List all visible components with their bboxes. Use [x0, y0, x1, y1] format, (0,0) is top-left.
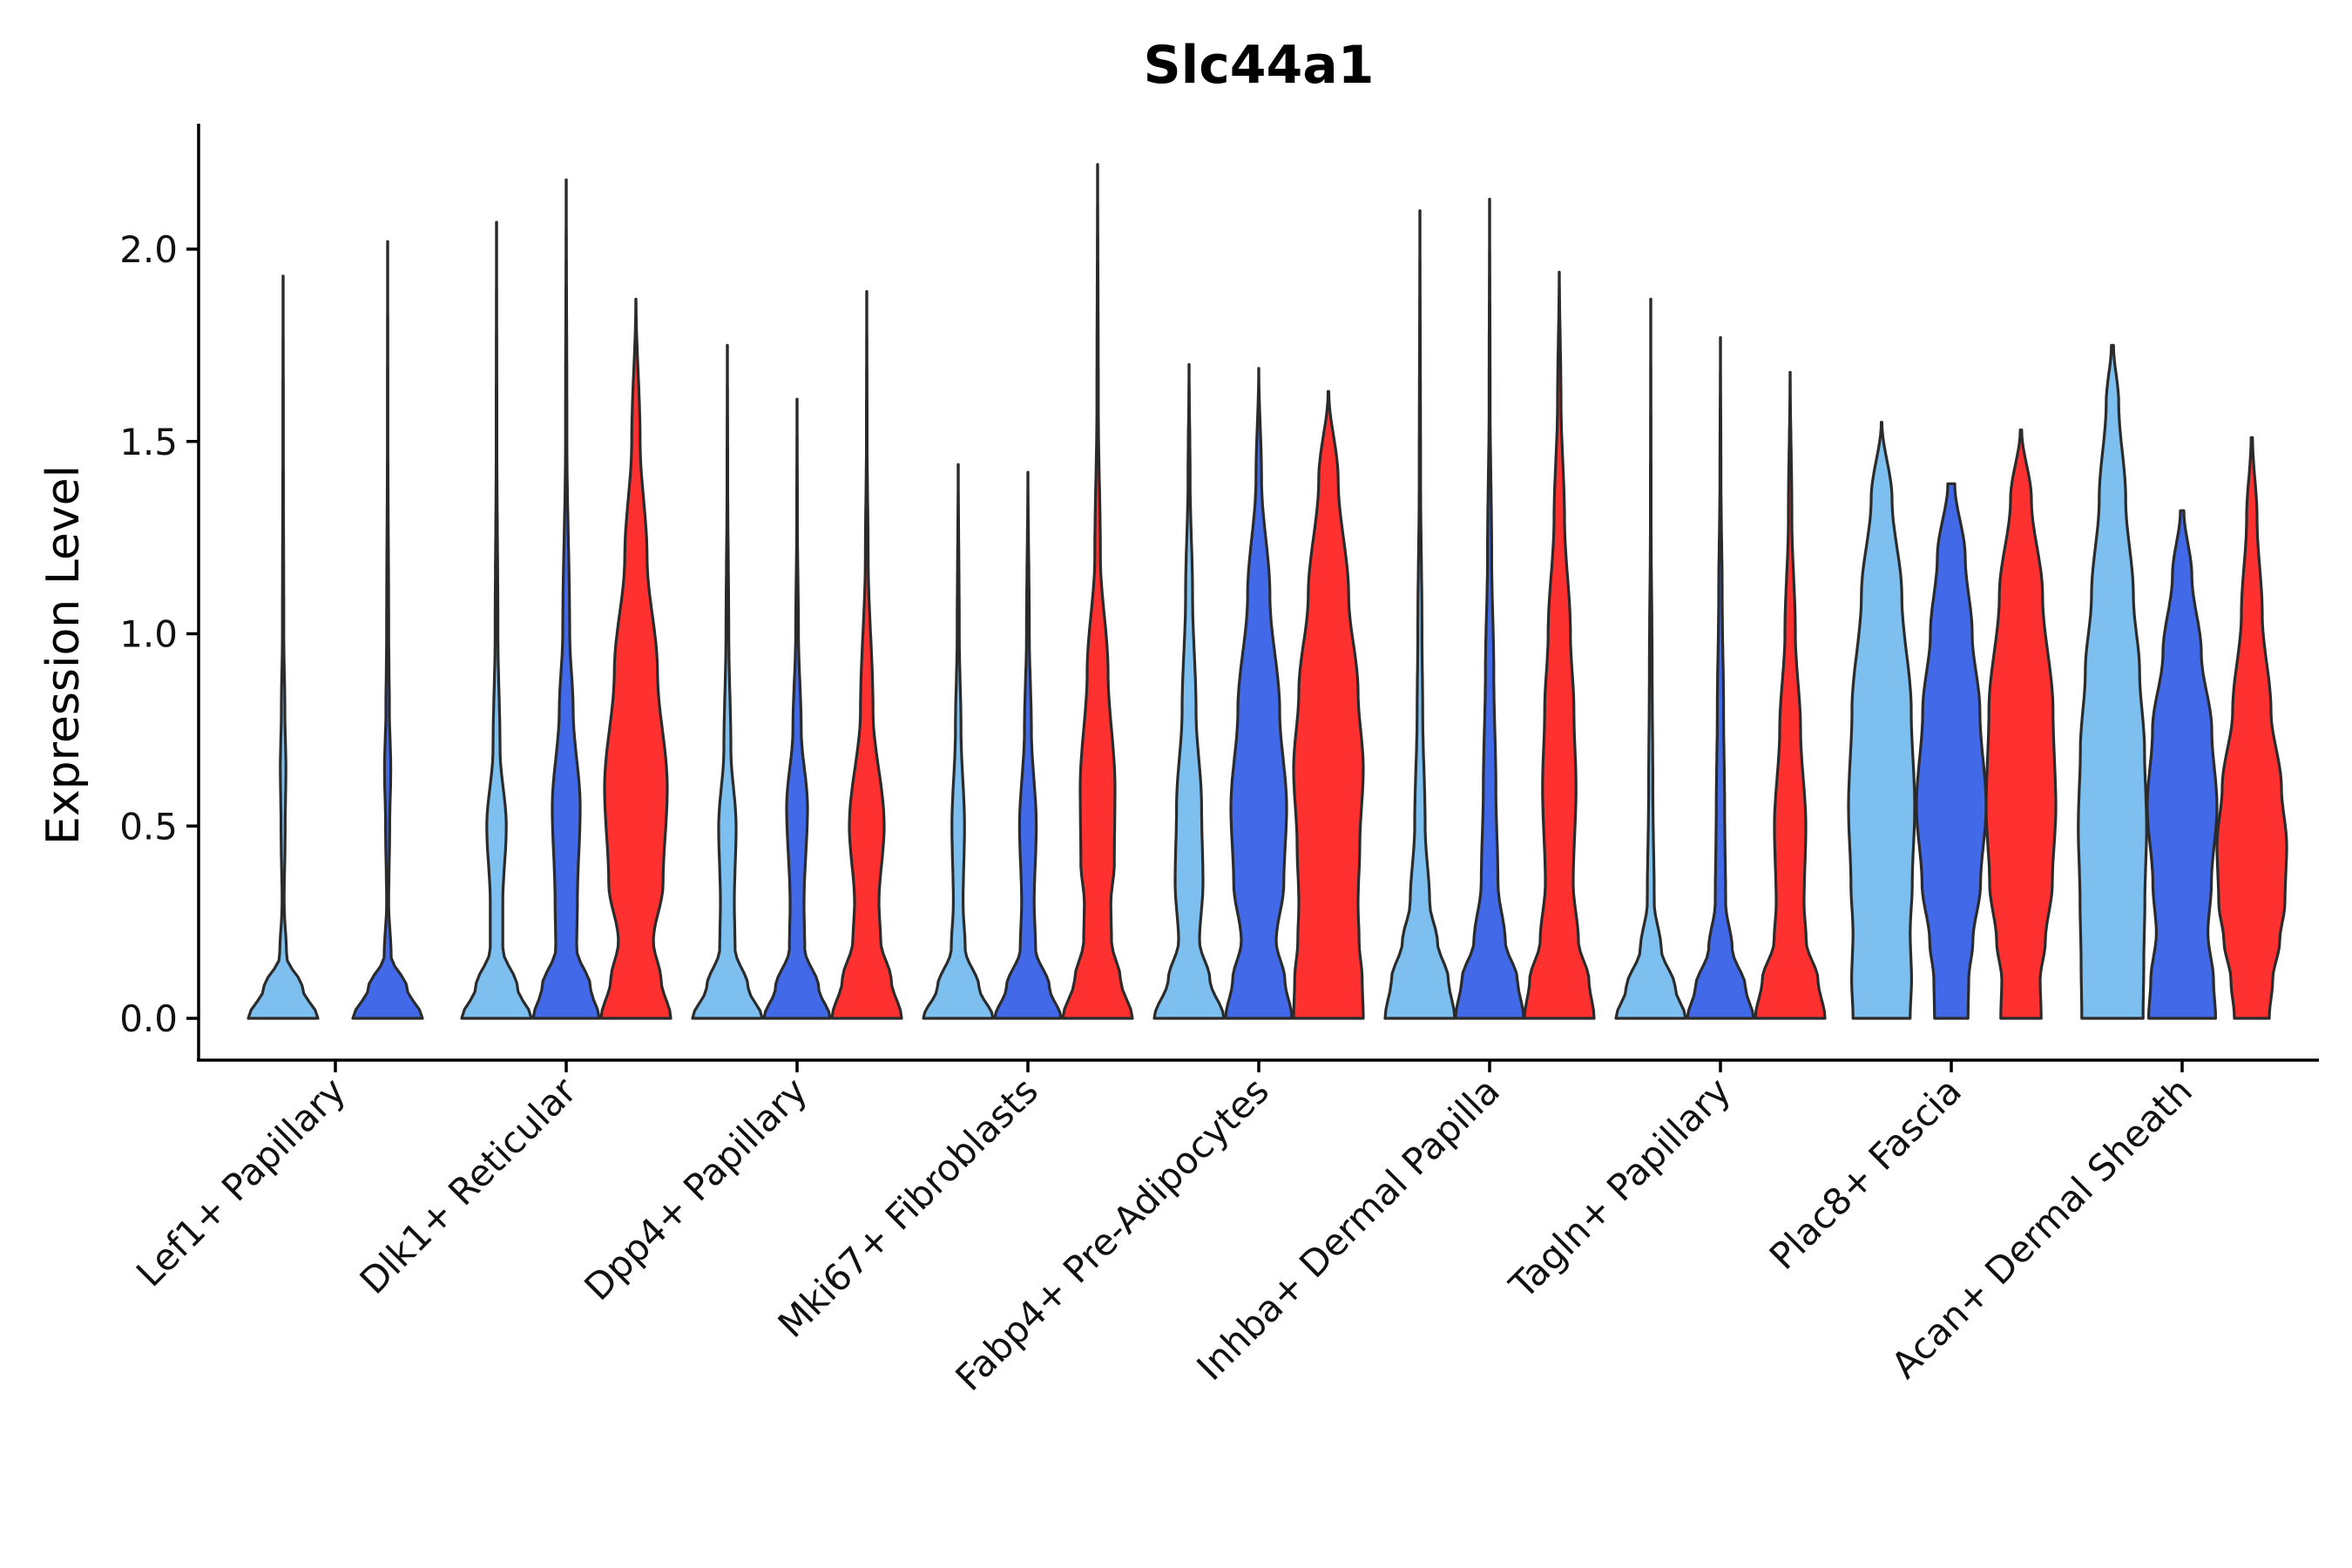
y-axis-label: Expression Level	[37, 465, 90, 845]
y-tick-label: 1.5	[119, 421, 178, 463]
violin-acan-dermal-sheath-3	[2215, 436, 2288, 1020]
y-tick-label: 0.0	[119, 997, 178, 1040]
x-tick-label: Lef1+ Papillary	[128, 1069, 354, 1294]
chart-title: Slc44a1	[1143, 35, 1374, 96]
violin-fabp4-pre-adipocytes-1	[1152, 362, 1226, 1020]
violin-tagln-papillary-3	[1754, 370, 1827, 1020]
violin-inhba-dermal-papilla-3	[1523, 270, 1596, 1020]
x-tick-label: Plac8+ Fascia	[1761, 1069, 1970, 1277]
violin-dpp4-papillary-2	[762, 397, 832, 1020]
violin-lef1-papillary-1	[247, 274, 320, 1020]
y-axis-ticks: 0.0 0.5 1.0 1.5 2.0	[119, 228, 199, 1040]
violin-inhba-dermal-papilla-1	[1383, 209, 1456, 1020]
y-tick-label: 1.0	[119, 613, 178, 656]
violin-lef1-papillary-2	[351, 240, 424, 1020]
y-tick-label: 0.5	[119, 805, 178, 848]
violin-dlk1-reticular-3	[599, 297, 672, 1020]
violin-plac8-fascia-1	[1847, 421, 1916, 1020]
violins-layer	[247, 163, 2288, 1020]
violin-tagln-papillary-2	[1686, 335, 1755, 1020]
violin-dlk1-reticular-1	[460, 220, 533, 1020]
x-tick-label: Tagln+ Papillary	[1501, 1069, 1739, 1307]
violin-inhba-dermal-papilla-2	[1454, 198, 1525, 1020]
violin-dpp4-papillary-1	[691, 343, 764, 1020]
violin-fabp4-pre-adipocytes-2	[1224, 367, 1294, 1020]
violin-mki67-fibroblasts-2	[993, 470, 1063, 1020]
violin-plac8-fascia-3	[1984, 428, 2058, 1020]
x-tick-label: Dpp4+ Papillary	[576, 1069, 815, 1308]
x-tick-label: Mki67+ Fibroblasts	[770, 1069, 1046, 1345]
violin-tagln-papillary-1	[1614, 297, 1687, 1020]
violin-dlk1-reticular-2	[531, 178, 601, 1020]
violin-dpp4-papillary-3	[830, 290, 903, 1020]
violin-mki67-fibroblasts-3	[1061, 163, 1134, 1020]
violin-plac8-fascia-2	[1915, 482, 1988, 1020]
x-tick-label: Dlk1+ Reticular	[352, 1069, 585, 1302]
violin-mki67-fibroblasts-1	[922, 463, 995, 1020]
violin-acan-dermal-sheath-1	[2077, 343, 2148, 1020]
y-tick-label: 2.0	[119, 228, 178, 271]
violin-acan-dermal-sheath-2	[2146, 509, 2219, 1020]
violin-fabp4-pre-adipocytes-3	[1292, 389, 1365, 1020]
